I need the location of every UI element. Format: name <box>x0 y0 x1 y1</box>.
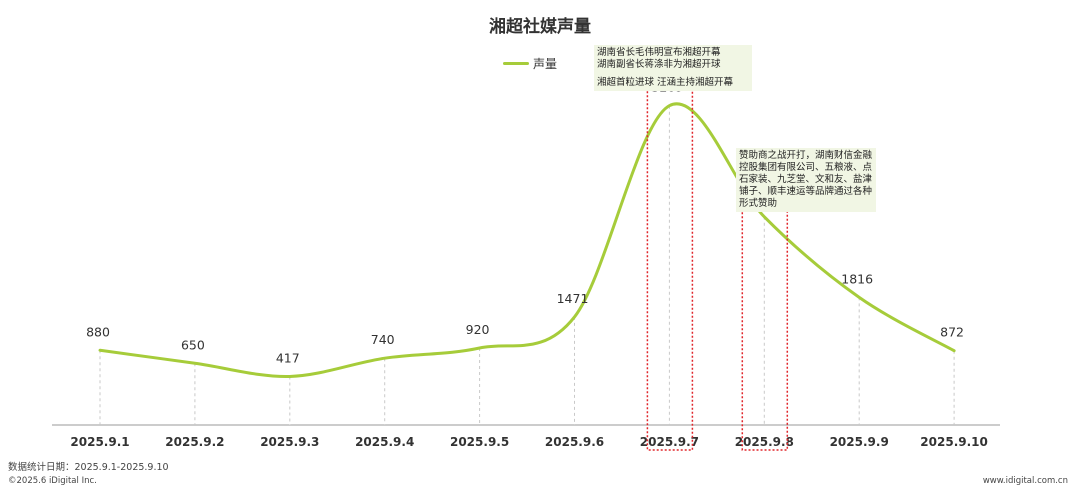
data-label-2025.9.4: 740 <box>371 332 395 347</box>
x-tick-label: 2025.9.2 <box>165 435 224 449</box>
x-tick-label: 2025.9.9 <box>830 435 889 449</box>
legend: 声量 <box>503 55 557 72</box>
annotation-line: 铺子、顺丰速运等品牌通过各种 <box>739 186 873 197</box>
copyright: ©2025.6 iDigital Inc. <box>8 476 97 486</box>
data-label-2025.9.2: 650 <box>181 337 205 352</box>
annotation-line: 形式赞助 <box>739 198 778 209</box>
series-line-声量 <box>98 102 956 378</box>
website: www.idigital.com.cn <box>982 476 1068 486</box>
annotation-box-sep8: 赞助商之战开打，湖南财信金融 控股集团有限公司、五粮液、点 石家装、九芝堂、文和友、… <box>736 148 876 212</box>
x-tick-label: 2025.9.4 <box>355 435 414 449</box>
annotation-line: 湘超首粒进球 汪涵主持湘超开幕 <box>597 77 734 88</box>
data-label-2025.9.6: 1471 <box>557 291 589 306</box>
highlight-box-2025.9.8 <box>741 183 789 451</box>
data-label-2025.9.5: 920 <box>466 322 490 337</box>
legend-label: 声量 <box>533 57 558 71</box>
x-tick-label: 2025.9.1 <box>70 435 129 449</box>
x-tick-label: 2025.9.7 <box>640 435 699 449</box>
x-tick-label: 2025.9.10 <box>920 435 988 449</box>
legend-line-swatch <box>503 62 529 65</box>
annotation-line: 石家装、九芝堂、文和友、盐津 <box>739 174 873 185</box>
data-label-2025.9.10: 872 <box>940 325 964 340</box>
x-tick-label: 2025.9.3 <box>260 435 319 449</box>
data-period-note: 数据统计日期：2025.9.1-2025.9.10 <box>8 462 169 473</box>
x-tick-label: 2025.9.8 <box>735 435 794 449</box>
x-tick-label: 2025.9.5 <box>450 435 509 449</box>
data-label-2025.9.3: 417 <box>276 350 300 365</box>
annotation-box-sep7: 湖南省长毛伟明宣布湘超开幕 湖南副省长蒋涤非为湘超开球湘超首粒进球 汪涵主持湘超开… <box>594 45 752 91</box>
chart-title: 湘超社媒声量 <box>489 17 591 37</box>
x-tick-label: 2025.9.6 <box>545 435 604 449</box>
annotation-line: 湖南副省长蒋涤非为湘超开球 <box>597 59 721 70</box>
annotation-line: 赞助商之战开打，湖南财信金融 <box>739 150 873 161</box>
annotation-line: 控股集团有限公司、五粮液、点 <box>739 162 873 173</box>
annotation-line: 湖南省长毛伟明宣布湘超开幕 <box>597 47 721 58</box>
highlight-box-2025.9.7 <box>646 71 694 451</box>
data-label-2025.9.1: 880 <box>86 324 110 339</box>
data-label-2025.9.9: 1816 <box>841 271 873 286</box>
